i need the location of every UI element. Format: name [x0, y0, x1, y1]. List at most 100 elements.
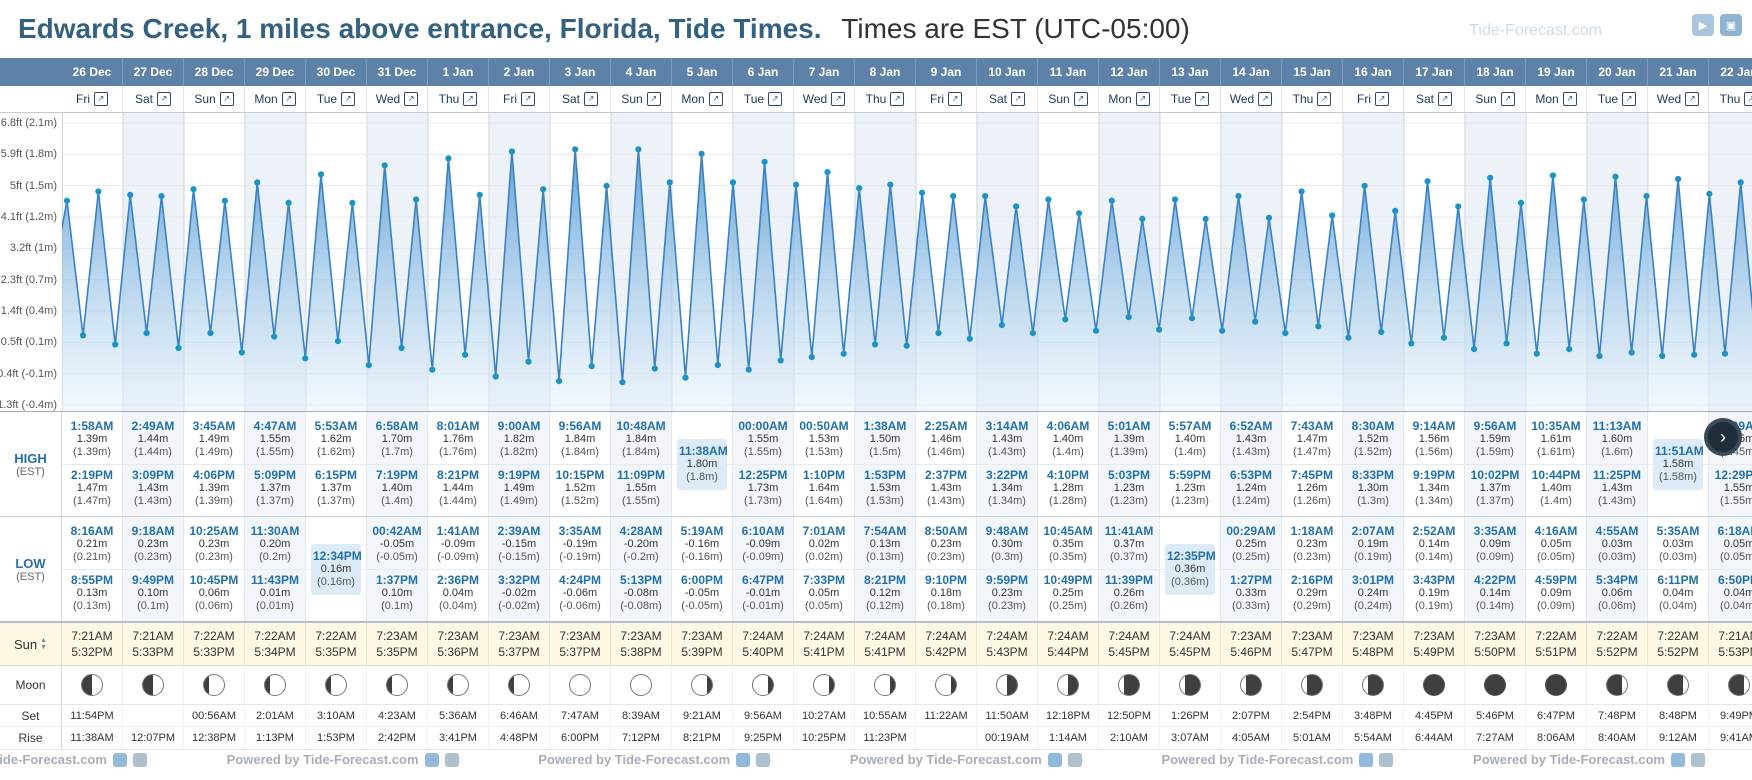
tide-height-alt: (0.03m): [1598, 551, 1636, 563]
y-axis-label: 5.9ft (1.8m): [0, 148, 57, 161]
weekday-cell: Fri ↗: [62, 86, 123, 112]
tide-height: 1.73m: [747, 482, 779, 494]
tide-height-alt: (1.76m): [439, 446, 477, 458]
moonset-time: 11:50AM: [977, 705, 1038, 726]
tide-height: 1.23m: [1113, 482, 1145, 494]
watermark-badge-icon: ▣: [1720, 14, 1742, 36]
tide-height: 1.37m: [1479, 482, 1511, 494]
tide-height: 1.59m: [1479, 433, 1511, 445]
expand-day-icon[interactable]: ↗: [1011, 92, 1025, 106]
weekday-cell: Sat ↗: [550, 86, 611, 112]
tide-height: -0.19m: [562, 538, 598, 550]
expand-day-icon[interactable]: ↗: [708, 92, 723, 106]
sun-times-cell: 7:24AM 5:40PM: [733, 623, 794, 665]
tide-height-alt: (0.05m): [1720, 551, 1752, 563]
tide-height: -0.16m: [684, 538, 720, 550]
tide-entry: 5:03PM 1.23m (1.23m): [1100, 464, 1158, 513]
expand-day-icon[interactable]: ↗: [1195, 92, 1210, 106]
sunrise-time: 7:24AM: [1047, 628, 1089, 643]
expand-day-icon[interactable]: ↗: [1685, 92, 1700, 106]
tide-time: 8:33PM: [1351, 468, 1395, 482]
tide-height: 0.03m: [1662, 538, 1694, 550]
expand-day-icon[interactable]: ↗: [1438, 92, 1452, 106]
expand-day-icon[interactable]: ↗: [1562, 92, 1577, 106]
expand-day-icon[interactable]: ↗: [831, 92, 846, 106]
expand-day-icon[interactable]: ↗: [890, 92, 905, 106]
tide-entry: 00:29AM 0.25m (0.25m): [1222, 520, 1280, 569]
tide-height-alt: (1.47m): [73, 495, 111, 507]
y-axis-label: 6.8ft (2.1m): [0, 117, 57, 129]
tide-time: 12:29PM: [1714, 468, 1752, 482]
expand-day-icon[interactable]: ↗: [1744, 92, 1752, 106]
tide-height-alt: (1.52m): [1354, 446, 1392, 458]
tide-time: 9:19PM: [1412, 468, 1456, 482]
expand-day-icon[interactable]: ↗: [341, 92, 356, 106]
expand-day-icon[interactable]: ↗: [646, 92, 661, 106]
low-tide-cell: 1:18AM 0.23m (0.23m) 2:16PM 0.29m (0.29m): [1282, 517, 1343, 621]
moon-cell: [550, 666, 611, 704]
tide-height: 0.14m: [1479, 587, 1511, 599]
expand-day-icon[interactable]: ↗: [1317, 92, 1332, 106]
footer-powered-by: Powered by Tide-Forecast.com: [1161, 752, 1394, 767]
tide-time: 5:34PM: [1595, 573, 1639, 587]
expand-day-icon[interactable]: ↗: [1135, 92, 1150, 106]
sunrise-time: 7:23AM: [620, 628, 662, 643]
expand-day-icon[interactable]: ↗: [404, 92, 419, 106]
tide-height: 1.44m: [137, 433, 169, 445]
expand-day-icon[interactable]: ↗: [521, 92, 535, 106]
high-tide-cell: 4:06AM 1.40m (1.4m) 4:10PM 1.28m (1.28m): [1038, 412, 1099, 516]
expand-day-icon[interactable]: ↗: [219, 92, 234, 106]
tide-height: 0.23m: [930, 538, 962, 550]
tide-height-alt: (1.24m): [1232, 495, 1270, 507]
sun-times-cell: 7:22AM 5:34PM: [245, 623, 306, 665]
tide-height: 0.09m: [1479, 538, 1511, 550]
weekday-label: Wed: [1656, 92, 1682, 106]
moon-cell: [1465, 666, 1526, 704]
tide-entry: 6:11PM 0.04m (0.04m): [1649, 569, 1707, 618]
expand-day-icon[interactable]: ↗: [768, 92, 783, 106]
tide-entry: 6:50PM0.04m(0.04m): [1710, 569, 1752, 618]
expand-day-icon[interactable]: ↗: [463, 92, 478, 106]
low-tide-cell: 9:48AM 0.30m (0.3m) 9:59PM 0.23m (0.23m): [977, 517, 1038, 621]
tide-entry: 1:10PM 1.64m (1.64m): [795, 464, 853, 513]
expand-day-icon[interactable]: ↗: [1073, 92, 1088, 106]
tide-entry: 10:15PM 1.52m (1.52m): [551, 464, 609, 513]
expand-day-icon[interactable]: ↗: [1375, 92, 1389, 106]
footer-text: Powered by Tide-Forecast.com: [849, 752, 1042, 767]
tide-height: 0.23m: [991, 587, 1023, 599]
sunrise-time: 7:23AM: [559, 628, 601, 643]
tide-height-alt: (1.49m): [195, 446, 233, 458]
moonset-time: 12:50PM: [1099, 705, 1160, 726]
expand-day-icon[interactable]: ↗: [1622, 92, 1637, 106]
moon-cell: [1526, 666, 1587, 704]
expand-day-icon[interactable]: ↗: [1500, 92, 1515, 106]
sunrise-time: 7:24AM: [742, 628, 784, 643]
tide-time: 11:41AM: [1104, 524, 1154, 538]
moon-phase-icon: [1728, 674, 1750, 696]
page-title: Edwards Creek, 1 miles above entrance, F…: [18, 13, 1190, 45]
expand-day-icon[interactable]: ↗: [94, 92, 108, 106]
moonrise-time: 8:21PM: [672, 727, 733, 749]
date-cell: 20 Jan: [1587, 58, 1648, 86]
tide-height: 0.04m: [1723, 587, 1752, 599]
tide-height: -0.02m: [501, 587, 537, 599]
expand-day-icon[interactable]: ↗: [584, 92, 598, 106]
low-tide-cell: 1:41AM -0.09m (-0.09m) 2:36PM 0.04m (0.04m): [428, 517, 489, 621]
tide-height: 1.70m: [381, 433, 413, 445]
tide-entry: 4:22PM 0.14m (0.14m): [1466, 569, 1524, 618]
tide-height: 1.43m: [991, 433, 1023, 445]
tide-entry: 3:01PM 0.24m (0.24m): [1344, 569, 1402, 618]
expand-day-icon[interactable]: ↗: [948, 92, 962, 106]
tide-height-alt: (-0.2m): [623, 551, 659, 563]
moonset-time: 5:36AM: [428, 705, 489, 726]
scroll-days-right-button[interactable]: ›: [1704, 418, 1742, 456]
expand-day-icon[interactable]: ↗: [157, 92, 171, 106]
tide-height-alt: (1.37m): [256, 495, 294, 507]
expand-day-icon[interactable]: ↗: [281, 92, 296, 106]
moonrise-time: 2:42PM: [367, 727, 428, 749]
weekday-cell: Sat ↗: [123, 86, 184, 112]
moonrise-time: 4:05AM: [1221, 727, 1282, 749]
tide-height-alt: (0.09m): [1537, 600, 1575, 612]
tide-time: 5:57AM: [1168, 419, 1212, 433]
expand-day-icon[interactable]: ↗: [1258, 92, 1273, 106]
